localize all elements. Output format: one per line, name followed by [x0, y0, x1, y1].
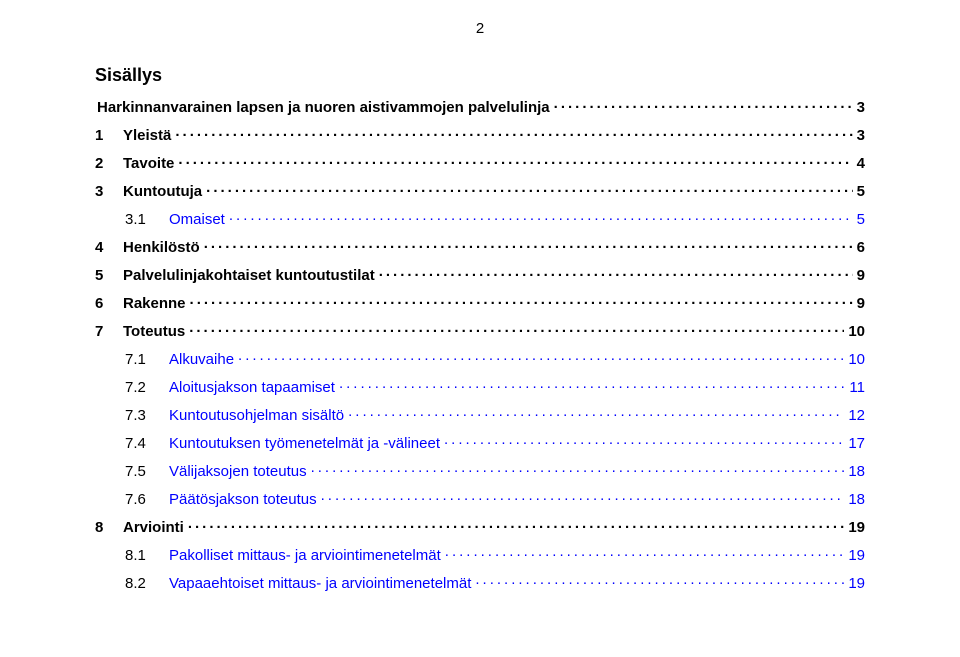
toc-leader-dots — [445, 545, 845, 560]
toc-entry-label: Harkinnanvarainen lapsen ja nuoren aisti… — [95, 99, 550, 116]
toc-entry-number: 7.3 — [125, 407, 167, 424]
toc-entry-label: Aloitusjakson tapaamiset — [167, 379, 335, 396]
toc-row: 1Yleistä 3 — [95, 120, 865, 148]
toc-row: 7Toteutus 10 — [95, 316, 865, 344]
toc-title: Sisällys — [95, 65, 865, 86]
toc-entry-page: 5 — [857, 183, 865, 200]
toc-leader-dots — [189, 321, 844, 336]
toc-entry-page: 10 — [848, 351, 865, 368]
toc-entry-number: 1 — [95, 127, 121, 144]
toc-entry-page: 12 — [848, 407, 865, 424]
toc-leader-dots — [190, 293, 853, 308]
toc-entry-page: 3 — [857, 127, 865, 144]
toc-entry-page: 18 — [848, 463, 865, 480]
toc-entry-label: Arviointi — [121, 519, 184, 536]
toc-row: 8.1Pakolliset mittaus- ja arviointimenet… — [95, 540, 865, 568]
toc-entry-page: 19 — [848, 575, 865, 592]
toc-leader-dots — [379, 265, 853, 280]
toc-row: 3Kuntoutuja 5 — [95, 176, 865, 204]
toc-entry-page: 5 — [857, 211, 865, 228]
toc-entry-number: 3.1 — [125, 211, 167, 228]
toc-row: Harkinnanvarainen lapsen ja nuoren aisti… — [95, 92, 865, 120]
toc-entry-label: Tavoite — [121, 155, 174, 172]
toc-entry-page: 11 — [849, 379, 865, 396]
toc-entry-label: Kuntoutuksen työmenetelmät ja -välineet — [167, 435, 440, 452]
toc-entry-page: 6 — [857, 239, 865, 256]
toc-entry-label: Päätösjakson toteutus — [167, 491, 317, 508]
toc-entry-label: Alkuvaihe — [167, 351, 234, 368]
toc-row: 7.3Kuntoutusohjelman sisältö 12 — [95, 400, 865, 428]
toc-entry-label: Omaiset — [167, 211, 225, 228]
toc-entry-number: 7 — [95, 323, 121, 340]
toc-entry-page: 19 — [848, 519, 865, 536]
toc-entry-label: Pakolliset mittaus- ja arviointimenetelm… — [167, 547, 441, 564]
toc-row: 8Arviointi 19 — [95, 512, 865, 540]
toc-entry-number: 7.4 — [125, 435, 167, 452]
toc-entry-page: 10 — [848, 323, 865, 340]
toc-entry-number: 2 — [95, 155, 121, 172]
toc-leader-dots — [188, 517, 844, 532]
toc-entry-number: 8.1 — [125, 547, 167, 564]
toc-leader-dots — [339, 377, 845, 392]
toc-entry-label: Välijaksojen toteutus — [167, 463, 307, 480]
toc-leader-dots — [178, 153, 852, 168]
toc-row: 7.1Alkuvaihe 10 — [95, 344, 865, 372]
toc-entry-label: Henkilöstö — [121, 239, 200, 256]
toc-leader-dots — [444, 433, 844, 448]
toc-entry-number: 5 — [95, 267, 121, 284]
toc-leader-dots — [238, 349, 844, 364]
toc-entry-page: 19 — [848, 547, 865, 564]
toc-leader-dots — [229, 209, 853, 224]
toc-entry-number: 6 — [95, 295, 121, 312]
toc-entry-number: 7.1 — [125, 351, 167, 368]
toc-leader-dots — [475, 573, 844, 588]
toc-entry-label: Yleistä — [121, 127, 171, 144]
toc-entry-page: 18 — [848, 491, 865, 508]
toc-entry-page: 3 — [857, 99, 865, 116]
table-of-contents: Harkinnanvarainen lapsen ja nuoren aisti… — [95, 92, 865, 596]
toc-entry-page: 4 — [857, 155, 865, 172]
toc-entry-number: 8.2 — [125, 575, 167, 592]
toc-entry-label: Kuntoutuja — [121, 183, 202, 200]
toc-leader-dots — [348, 405, 844, 420]
toc-entry-number: 7.6 — [125, 491, 167, 508]
toc-entry-label: Palvelulinjakohtaiset kuntoutustilat — [121, 267, 375, 284]
toc-entry-number: 7.2 — [125, 379, 167, 396]
toc-row: 4Henkilöstö 6 — [95, 232, 865, 260]
toc-entry-number: 3 — [95, 183, 121, 200]
toc-entry-number: 4 — [95, 239, 121, 256]
toc-row: 7.5Välijaksojen toteutus 18 — [95, 456, 865, 484]
toc-row: 3.1Omaiset 5 — [95, 204, 865, 232]
toc-entry-page: 9 — [857, 295, 865, 312]
document-page: 2 Sisällys Harkinnanvarainen lapsen ja n… — [0, 0, 960, 657]
toc-row: 5Palvelulinjakohtaiset kuntoutustilat 9 — [95, 260, 865, 288]
toc-row: 7.6Päätösjakson toteutus 18 — [95, 484, 865, 512]
page-number: 2 — [95, 20, 865, 37]
toc-leader-dots — [554, 97, 853, 112]
toc-entry-label: Toteutus — [121, 323, 185, 340]
toc-entry-number: 8 — [95, 519, 121, 536]
toc-entry-number: 7.5 — [125, 463, 167, 480]
toc-entry-label: Kuntoutusohjelman sisältö — [167, 407, 344, 424]
toc-row: 7.4Kuntoutuksen työmenetelmät ja -väline… — [95, 428, 865, 456]
toc-row: 8.2Vapaaehtoiset mittaus- ja arviointime… — [95, 568, 865, 596]
toc-leader-dots — [206, 181, 853, 196]
toc-entry-page: 17 — [848, 435, 865, 452]
toc-leader-dots — [175, 125, 852, 140]
toc-entry-label: Vapaaehtoiset mittaus- ja arviointimenet… — [167, 575, 471, 592]
toc-leader-dots — [311, 461, 845, 476]
toc-leader-dots — [204, 237, 853, 252]
toc-entry-page: 9 — [857, 267, 865, 284]
toc-entry-label: Rakenne — [121, 295, 186, 312]
toc-row: 7.2Aloitusjakson tapaamiset 11 — [95, 372, 865, 400]
toc-leader-dots — [321, 489, 845, 504]
toc-row: 6Rakenne 9 — [95, 288, 865, 316]
toc-row: 2Tavoite 4 — [95, 148, 865, 176]
